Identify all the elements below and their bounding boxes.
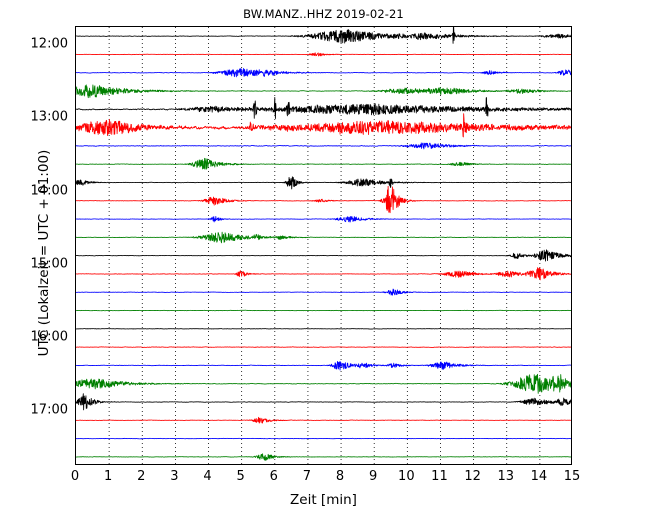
x-tick-label: 9	[369, 469, 378, 484]
y-tick-label: 17:00	[30, 402, 68, 418]
seismogram-trace	[76, 416, 571, 424]
y-tick-label: 13:00	[30, 109, 68, 125]
seismogram-trace	[76, 249, 571, 262]
plot-axes	[75, 26, 572, 465]
y-tick-label: 15:00	[30, 256, 68, 272]
y-tick-label: 16:00	[30, 329, 68, 345]
x-tick-label: 10	[398, 469, 415, 484]
x-tick-label: 3	[170, 469, 179, 484]
seismogram-trace	[76, 27, 571, 44]
x-tick-label: 13	[497, 469, 514, 484]
seismogram-trace	[76, 328, 571, 330]
seismogram-trace	[76, 231, 571, 244]
x-tick-label: 1	[103, 469, 113, 484]
seismogram-trace	[76, 267, 571, 281]
seismogram-trace	[76, 309, 571, 312]
seismogram-trace	[76, 52, 571, 57]
x-tick-label: 5	[236, 469, 245, 484]
trace-canvas	[76, 27, 571, 464]
seismogram-trace	[76, 437, 571, 440]
seismogram-trace	[76, 216, 571, 223]
seismogram-trace	[76, 113, 571, 138]
seismogram-trace	[76, 96, 571, 120]
seismogram-trace	[76, 360, 571, 371]
x-axis-label: Zeit [min]	[290, 492, 357, 508]
x-tick-label: 15	[563, 469, 581, 484]
x-tick-label: 6	[269, 469, 278, 484]
seismogram-trace	[76, 176, 571, 190]
y-tick-label: 12:00	[30, 36, 68, 52]
plot-title: BW.MANZ..HHZ 2019-02-21	[243, 7, 404, 21]
y-tick-label: 14:00	[30, 183, 68, 199]
x-tick-label: 2	[137, 469, 146, 484]
seismogram-trace	[76, 185, 571, 214]
seismogram-trace	[76, 453, 571, 461]
x-tick-label: 14	[530, 469, 548, 484]
y-axis-label: UTC (Lokalzeit = UTC + 01:00)	[36, 149, 52, 357]
x-tick-label: 8	[335, 469, 345, 484]
x-tick-label: 7	[302, 469, 312, 484]
seismogram-trace	[76, 373, 571, 394]
seismogram-trace	[76, 288, 571, 296]
x-tick-label: 11	[431, 469, 448, 484]
x-tick-label: 0	[70, 469, 80, 484]
seismogram-trace	[76, 142, 571, 150]
seismogram-trace	[76, 68, 571, 78]
x-tick-label: 4	[203, 469, 212, 484]
y-axis-ticks: 12:00 13:00 14:00 15:00 16:00 17:00	[0, 26, 68, 465]
x-tick-label: 12	[464, 469, 481, 484]
seismogram-trace	[76, 393, 571, 411]
seismogram-trace	[76, 84, 571, 99]
x-axis-ticks: 0 1 2 3 4 5 6 7 8 9 10 11 12 13 14 15	[71, 469, 580, 489]
seismogram-trace	[76, 157, 571, 170]
seismogram-trace	[76, 346, 571, 348]
